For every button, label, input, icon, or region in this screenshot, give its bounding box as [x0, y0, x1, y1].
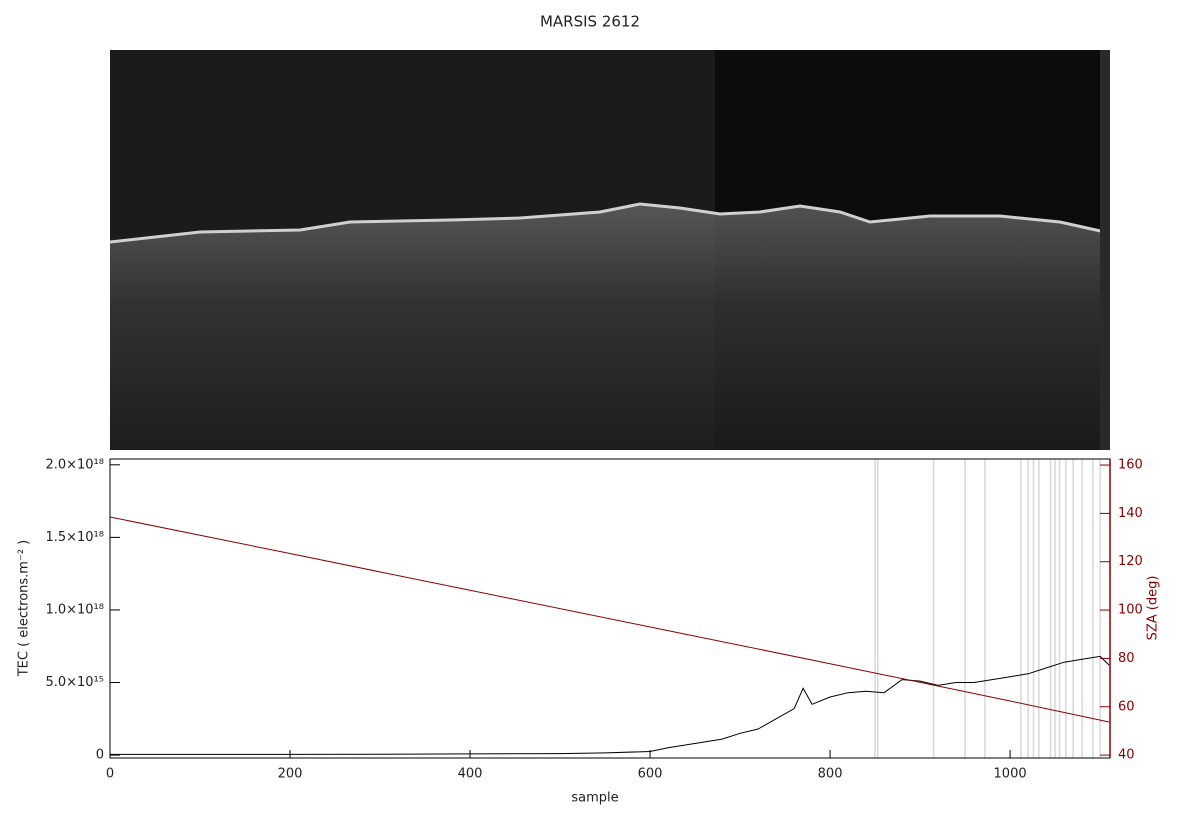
- y2-tick-label: 60: [1118, 699, 1135, 714]
- chart-title: MARSIS 2612: [540, 13, 640, 31]
- y2-tick-label: 80: [1118, 651, 1135, 666]
- series-line: [109, 516, 1110, 723]
- y2-tick-label: 120: [1118, 554, 1143, 569]
- x-axis-label: sample: [571, 791, 618, 806]
- y2-tick-label: 160: [1118, 458, 1143, 473]
- x-tick-label: 1000: [994, 767, 1027, 782]
- y-axis-label: TEC ( electrons.m⁻² ): [17, 540, 32, 678]
- y-tick-label: 0: [96, 748, 104, 763]
- x-tick-label: 600: [638, 767, 663, 782]
- radargram: [109, 50, 1110, 450]
- plot-frame: [109, 458, 1111, 759]
- y2-axis-label: SZA (deg): [1146, 576, 1161, 641]
- x-tick-label: 200: [278, 767, 303, 782]
- subsurface: [110, 204, 1105, 450]
- series-line: [110, 655, 1110, 755]
- x-tick-label: 0: [106, 767, 114, 782]
- y-tick-label: 1.5×10¹⁸: [45, 530, 104, 545]
- y-tick-label: 1.0×10¹⁸: [45, 602, 104, 617]
- radargram-edge: [1100, 50, 1110, 450]
- y-tick-label: 2.0×10¹⁸: [45, 457, 104, 472]
- y-tick-label: 5.0×10¹⁵: [45, 675, 104, 690]
- y2-tick-label: 140: [1118, 506, 1143, 521]
- surface-echo: [109, 202, 1106, 244]
- x-tick-label: 800: [818, 767, 843, 782]
- y2-tick-label: 40: [1118, 748, 1135, 763]
- y2-tick-label: 100: [1118, 603, 1143, 618]
- x-tick-label: 400: [458, 767, 483, 782]
- plot-area: [109, 459, 1110, 758]
